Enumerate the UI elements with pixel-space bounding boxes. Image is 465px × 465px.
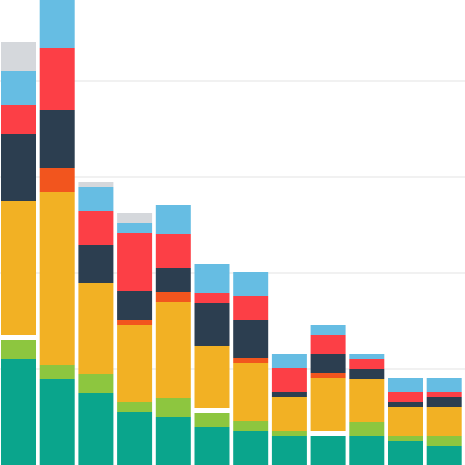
bar-segment-4-8 bbox=[117, 223, 153, 233]
bar-segment-2-1 bbox=[39, 379, 75, 465]
bar-segment-5-1 bbox=[155, 417, 191, 465]
bar-segment-10-7 bbox=[349, 359, 385, 369]
bar-segment-2-7 bbox=[39, 48, 75, 110]
gridlines bbox=[0, 80, 465, 370]
bar-segment-7-7 bbox=[233, 296, 269, 320]
bar-segment-4-4 bbox=[117, 325, 153, 402]
bar-segment-9-5 bbox=[310, 373, 346, 378]
bar-segment-2-6 bbox=[39, 110, 75, 168]
bar-stack-5 bbox=[155, 205, 191, 465]
bar-segment-11-1 bbox=[388, 441, 423, 465]
bar-segment-3-2 bbox=[78, 374, 114, 393]
bar-segment-9-1 bbox=[310, 436, 346, 465]
bar-segment-11-6 bbox=[388, 402, 423, 407]
bar-stack-9 bbox=[310, 325, 346, 465]
bar-segment-7-5 bbox=[233, 358, 269, 363]
bar-segment-9-7 bbox=[310, 335, 346, 354]
bar-segment-3-4 bbox=[78, 283, 114, 374]
bar-stack-7 bbox=[233, 272, 269, 465]
bar-segment-9-3 bbox=[310, 431, 346, 436]
bar-segment-5-7 bbox=[155, 234, 191, 268]
bar-segment-1-8 bbox=[1, 71, 36, 105]
bar-segment-7-4 bbox=[233, 363, 269, 421]
bar-segment-5-5 bbox=[155, 292, 191, 302]
bar-segment-2-4 bbox=[39, 192, 75, 365]
bar-segment-1-2 bbox=[1, 340, 36, 359]
bar-segment-10-4 bbox=[349, 379, 385, 422]
bar-segment-4-7 bbox=[117, 233, 153, 291]
bar-segment-6-4 bbox=[194, 346, 230, 408]
bar-segment-6-1 bbox=[194, 427, 230, 465]
bar-segment-4-5 bbox=[117, 320, 153, 325]
bar-segment-3-9 bbox=[78, 182, 114, 187]
bar-segment-4-2 bbox=[117, 402, 153, 412]
bar-segment-1-1 bbox=[1, 359, 36, 465]
bar-segment-10-6 bbox=[349, 369, 385, 379]
bar-segment-9-6 bbox=[310, 354, 346, 373]
bar-segment-2-5 bbox=[39, 168, 75, 192]
bar-segment-11-8 bbox=[388, 378, 423, 392]
bar-segment-4-1 bbox=[117, 412, 153, 465]
bar-segment-10-1 bbox=[349, 436, 385, 465]
bar-segment-7-8 bbox=[233, 272, 269, 296]
bar-segment-8-6 bbox=[271, 392, 307, 397]
bar-segment-6-7 bbox=[194, 293, 230, 303]
bar-stack-12 bbox=[426, 378, 462, 465]
bar-segment-12-8 bbox=[426, 378, 462, 392]
bar-segment-2-8 bbox=[39, 0, 75, 48]
bar-segment-1-3 bbox=[1, 335, 36, 340]
bar-segment-8-8 bbox=[271, 354, 307, 368]
bar-segment-8-4 bbox=[271, 397, 307, 431]
bar-segment-11-2 bbox=[388, 436, 423, 441]
bar-segment-8-2 bbox=[271, 431, 307, 436]
bar-segment-9-4 bbox=[310, 378, 346, 431]
bar-stack-3 bbox=[78, 182, 114, 465]
bar-segment-12-2 bbox=[426, 436, 462, 446]
bar-segment-9-8 bbox=[310, 325, 346, 335]
bar-segment-12-7 bbox=[426, 392, 462, 397]
bar-segment-1-4 bbox=[1, 201, 36, 335]
bar-segment-5-2 bbox=[155, 398, 191, 417]
bar-segment-11-7 bbox=[388, 392, 423, 402]
bar-segment-8-7 bbox=[271, 368, 307, 392]
bar-segment-11-4 bbox=[388, 407, 423, 436]
bar-segment-4-6 bbox=[117, 291, 153, 320]
bar-segment-1-7 bbox=[1, 105, 36, 134]
bar-stack-6 bbox=[194, 264, 230, 465]
bar-segment-5-4 bbox=[155, 302, 191, 398]
bar-segment-10-8 bbox=[349, 354, 385, 359]
bar-segment-12-6 bbox=[426, 397, 462, 407]
bar-segment-10-2 bbox=[349, 422, 385, 436]
bar-segment-7-6 bbox=[233, 320, 269, 358]
bar-segment-2-2 bbox=[39, 365, 75, 379]
bar-segment-6-2 bbox=[194, 413, 230, 427]
bar-segment-12-4 bbox=[426, 407, 462, 436]
bar-stack-1 bbox=[1, 42, 36, 465]
bar-segment-6-8 bbox=[194, 264, 230, 293]
bar-segment-7-1 bbox=[233, 431, 269, 465]
bar-segment-3-8 bbox=[78, 187, 114, 211]
bar-stack-11 bbox=[388, 378, 423, 465]
bar-segment-6-3 bbox=[194, 408, 230, 413]
bar-segment-1-9 bbox=[1, 42, 36, 71]
bar-segment-5-6 bbox=[155, 268, 191, 292]
bar-segment-12-1 bbox=[426, 446, 462, 465]
bar-segment-1-6 bbox=[1, 134, 36, 201]
bar-segment-3-1 bbox=[78, 393, 114, 465]
bar-segment-3-6 bbox=[78, 245, 114, 283]
bar-segment-7-2 bbox=[233, 421, 269, 431]
bar-segment-3-7 bbox=[78, 211, 114, 245]
bar-segment-8-1 bbox=[271, 436, 307, 465]
bar-stack-8 bbox=[271, 354, 307, 465]
bar-stack-2 bbox=[39, 0, 75, 465]
bar-segment-6-6 bbox=[194, 303, 230, 346]
bar-stack-10 bbox=[349, 354, 385, 465]
bar-stack-4 bbox=[117, 213, 153, 465]
bar-segment-5-8 bbox=[155, 205, 191, 234]
bar-segment-4-9 bbox=[117, 213, 153, 223]
